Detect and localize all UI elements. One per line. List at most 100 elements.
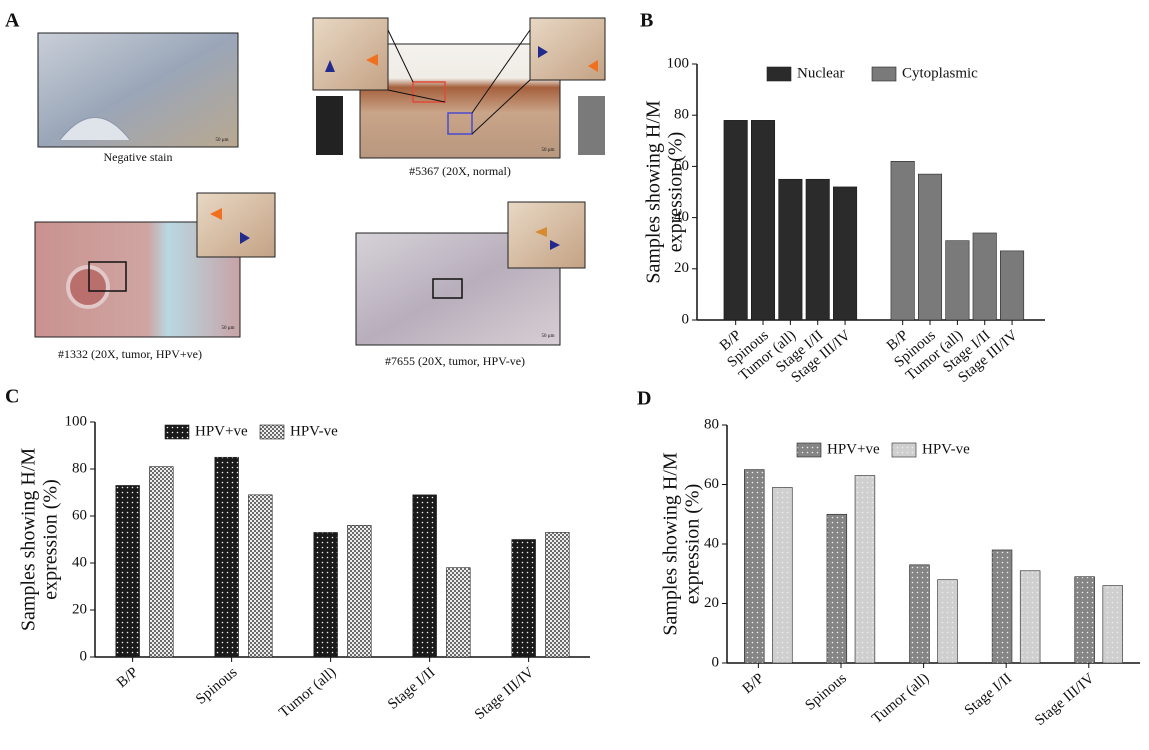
inset (312, 17, 389, 91)
scale-bar: 50 µm (541, 334, 554, 339)
x-tick-label: Spinous (193, 664, 240, 707)
arrowhead (210, 208, 222, 220)
legend-swatch (766, 66, 792, 82)
bar (772, 487, 793, 664)
image-detail (59, 117, 131, 141)
bar (545, 532, 570, 658)
y-tick-label: 0 (712, 654, 720, 670)
arrowhead (588, 60, 598, 72)
legend-label: Nuclear (797, 65, 844, 81)
x-tick-label: Stage III/IV (472, 664, 538, 723)
arrowhead (240, 232, 250, 244)
roi-box (432, 278, 463, 299)
x-tick-label: B/P (740, 670, 768, 697)
x-tick-label: Stage I/II (385, 664, 438, 712)
bar (446, 567, 471, 658)
y-tick-label: 80 (704, 416, 719, 432)
y-axis-label: expression (%) (682, 484, 704, 605)
x-tick-label: Spinous (802, 670, 849, 713)
image (37, 32, 239, 148)
bar (347, 525, 372, 658)
panel-a (34, 17, 606, 346)
x-tick-label: Tumor (all) (869, 670, 932, 727)
bar (1102, 585, 1123, 664)
bar (751, 120, 776, 321)
y-axis-label: Samples showing H/M (643, 100, 665, 284)
panel-label: B (640, 10, 653, 32)
y-tick-label: 40 (674, 209, 689, 225)
scale-bar: 50 µm (221, 326, 234, 331)
roi-box (412, 81, 446, 103)
image-caption: Negative stain (104, 150, 173, 164)
legend-swatch (871, 66, 897, 82)
y-tick-label: 80 (674, 107, 689, 123)
bar (918, 173, 943, 321)
bar (313, 532, 338, 658)
arrowhead (366, 54, 378, 66)
bar (1074, 576, 1095, 664)
arrowhead (325, 60, 335, 72)
y-tick-label: 40 (72, 554, 87, 570)
y-tick-label: 100 (667, 55, 690, 71)
legend-label: HPV+ve (827, 441, 880, 457)
arrowhead (535, 227, 547, 237)
panel-label: D (637, 388, 651, 410)
inset (196, 192, 276, 258)
y-tick-label: 40 (704, 535, 719, 551)
legend-swatch (796, 442, 822, 458)
x-tick-label: Stage I/II (962, 670, 1015, 718)
y-tick-label: 20 (704, 595, 719, 611)
legend-label: HPV-ve (290, 423, 338, 439)
y-tick-label: 60 (72, 507, 87, 523)
x-tick-label: B/P (114, 664, 142, 691)
panel-label: A (5, 10, 20, 32)
arrowhead (538, 46, 548, 58)
bar (214, 456, 239, 658)
image-caption: #7655 (20X, tumor, HPV-ve) (385, 354, 525, 368)
y-tick-label: 20 (674, 260, 689, 276)
y-tick-label: 0 (682, 311, 690, 327)
roi-box (88, 261, 127, 292)
y-tick-label: 80 (72, 460, 87, 476)
y-tick-label: 100 (65, 413, 88, 429)
legend-label: HPV-ve (922, 441, 970, 457)
connector (471, 79, 531, 135)
image-caption: #5367 (20X, normal) (409, 164, 511, 178)
swatch (316, 96, 343, 155)
y-tick-label: 60 (674, 158, 689, 174)
bar (991, 549, 1013, 664)
bar (945, 240, 970, 321)
image (359, 43, 561, 159)
bar (854, 475, 876, 664)
y-axis-label: Samples showing H/M (18, 448, 40, 632)
bar (248, 494, 273, 658)
bar (149, 466, 174, 658)
image-detail (66, 265, 110, 309)
legend-swatch (164, 424, 190, 440)
bar (1000, 250, 1025, 321)
legend-label: Cytoplasmic (902, 65, 978, 81)
panel-label: C (5, 386, 19, 408)
image-caption: #1332 (20X, tumor, HPV+ve) (58, 347, 202, 361)
bar (890, 161, 915, 321)
bar (511, 539, 536, 658)
y-tick-label: 0 (80, 648, 88, 664)
x-tick-label: Stage III/IV (1032, 670, 1098, 729)
connector (387, 29, 414, 83)
roi-box (447, 112, 473, 135)
bar (826, 513, 848, 664)
arrowhead (550, 240, 560, 250)
legend-swatch (259, 424, 285, 440)
bar (115, 485, 140, 658)
x-tick-label: Tumor (all) (276, 664, 339, 721)
scale-bar: 50 µm (215, 138, 228, 143)
bar (412, 494, 437, 658)
legend-swatch (891, 442, 917, 458)
bar (805, 178, 830, 321)
legend-label: HPV+ve (195, 423, 248, 439)
y-axis-label: Samples showing H/M (660, 452, 682, 636)
bar (909, 564, 930, 664)
bar (833, 186, 858, 321)
bar (1019, 570, 1041, 664)
